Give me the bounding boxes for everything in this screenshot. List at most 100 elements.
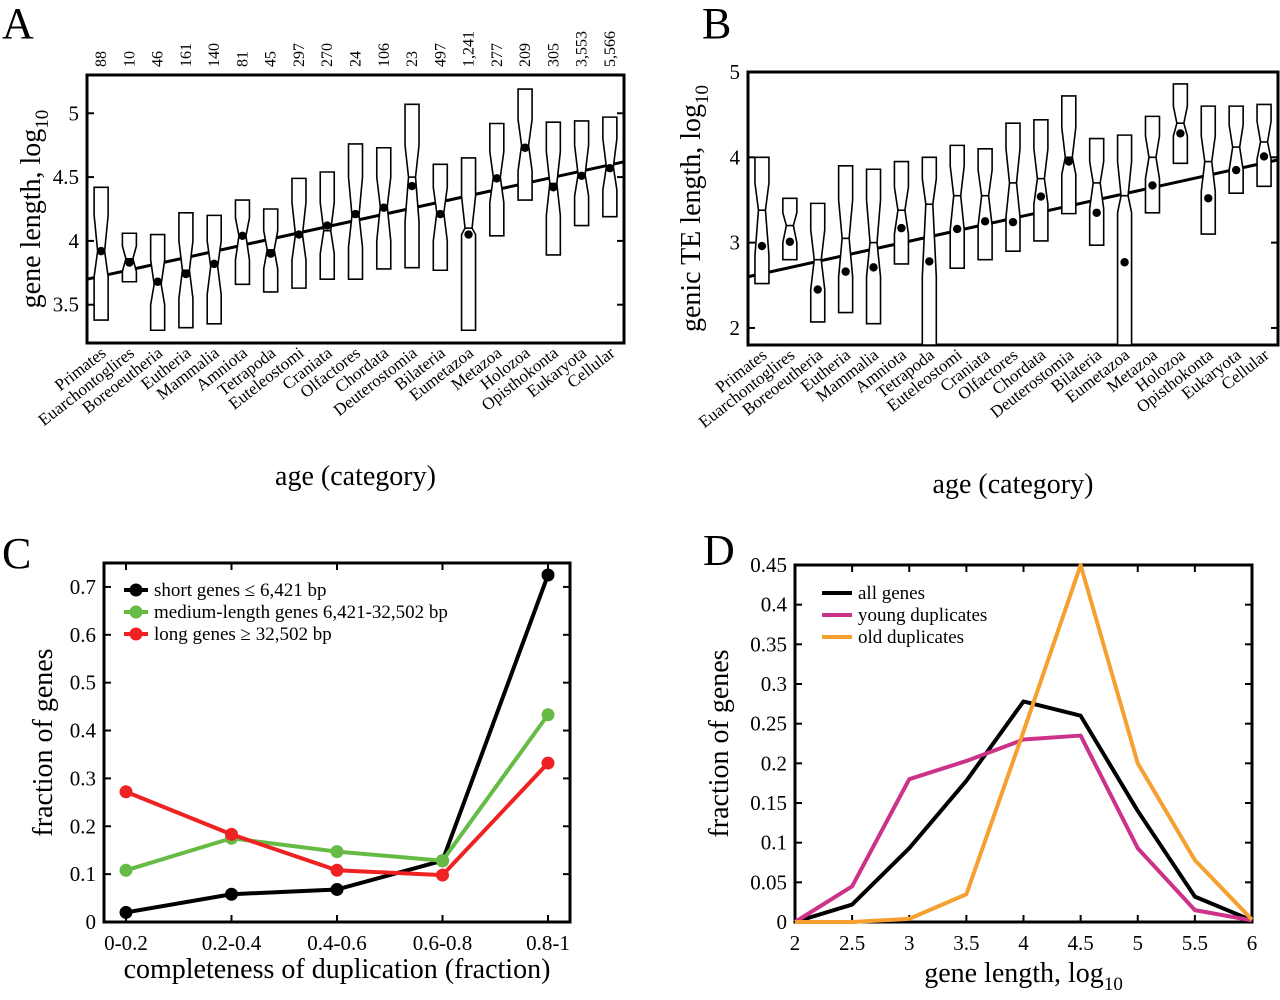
x-tick-label: 3.5	[953, 931, 979, 955]
gene-count-label: 106	[376, 43, 393, 67]
data-point	[119, 905, 133, 919]
mean-point	[1148, 181, 1157, 190]
box-olfactores	[1005, 122, 1021, 252]
gene-count-label: 81	[234, 51, 251, 67]
y-tick-label: 3.5	[53, 293, 79, 317]
box-craniata	[977, 147, 993, 261]
gene-count-label: 45	[263, 51, 280, 67]
gene-count-label: 270	[319, 43, 336, 67]
y-axis-title-main: gene length, log	[16, 129, 47, 309]
gene-count-label: 24	[348, 51, 365, 67]
legend-marker	[129, 605, 143, 619]
y-axis-title: fraction of genes	[28, 648, 59, 836]
mean-point	[323, 221, 332, 230]
mean-point	[1176, 129, 1185, 138]
x-axis-title: completeness of duplication (fraction)	[124, 954, 551, 985]
mean-point	[1008, 217, 1018, 227]
mean-point	[605, 163, 615, 173]
mean-point	[520, 143, 530, 152]
x-axis-title-main: gene length, log	[924, 958, 1104, 989]
y-tick-label: 4	[69, 229, 80, 253]
data-point	[330, 845, 344, 859]
mean-point	[351, 209, 360, 219]
data-point	[119, 785, 133, 799]
gene-count-label: 305	[545, 43, 562, 67]
legend-marker	[129, 583, 143, 597]
gene-count-label: 1,241	[461, 31, 478, 67]
y-tick-label: 0.6	[70, 623, 96, 647]
gene-count-label: 3,553	[574, 31, 591, 67]
legend-marker	[129, 627, 143, 641]
box-metazoa	[1144, 115, 1161, 214]
gene-count-label: 140	[206, 43, 223, 67]
box-tetrapoda	[921, 156, 938, 346]
box-euarchontoglires	[121, 232, 138, 283]
x-tick-label: 2	[790, 931, 801, 955]
box-deuterostomia	[1060, 95, 1077, 215]
mean-point	[577, 171, 586, 181]
data-point	[225, 827, 238, 841]
mean-point	[841, 267, 850, 276]
y-axis-title: fraction of genes	[704, 649, 735, 837]
panel-c: C 0 0.1 0.2 0.3 0.4 0.5 0.6 0.7 0-0.2 0.2-0.4 0.4-0…	[2, 529, 572, 985]
gene-count-label: 277	[489, 43, 506, 67]
data-point	[225, 887, 238, 901]
mean-point	[1120, 258, 1129, 267]
mean-point	[925, 257, 934, 266]
x-axis-title-subscript: 10	[1104, 974, 1123, 995]
mean-point	[266, 249, 275, 258]
box-primates	[754, 156, 770, 285]
x-tick-label: 6	[1247, 931, 1258, 955]
y-tick-label: 0.4	[761, 593, 788, 617]
data-point	[541, 568, 555, 582]
box-eumetazoa	[460, 157, 477, 332]
data-point	[541, 756, 555, 770]
legend-label: young duplicates	[858, 605, 987, 626]
legend-label: long genes ≥ 32,502 bp	[154, 624, 332, 645]
data-point	[436, 854, 449, 868]
mean-point	[153, 277, 162, 286]
legend-label: medium-length genes 6,421-32,502 bp	[154, 602, 448, 623]
box-boreoeutheria	[809, 202, 826, 323]
panel-letter: C	[2, 529, 31, 578]
x-tick-label: 5	[1133, 931, 1144, 955]
x-tick-label: 0.4-0.6	[307, 931, 367, 955]
mean-point	[1092, 208, 1101, 217]
y-tick-label: 0.7	[70, 575, 96, 599]
mean-point	[379, 203, 388, 212]
data-point	[119, 863, 133, 877]
data-point	[330, 863, 344, 877]
mean-point	[209, 259, 219, 269]
series-line	[794, 699, 1253, 924]
mean-point	[1036, 192, 1046, 201]
legend-label: old duplicates	[858, 627, 964, 648]
legend-label: short genes ≤ 6,421 bp	[154, 580, 326, 601]
legend-label: all genes	[858, 583, 925, 604]
y-tick-label: 4.5	[53, 165, 79, 189]
x-tick-label: 0.8-1	[526, 931, 570, 955]
plot-frame	[85, 73, 626, 345]
y-tick-label: 0.3	[70, 766, 96, 790]
mean-point	[436, 209, 445, 219]
box-mammalia	[206, 214, 222, 325]
y-tick-label: 5	[69, 101, 80, 125]
gene-count-label: 23	[404, 51, 421, 67]
mean-point	[294, 230, 304, 239]
data-point	[330, 882, 344, 896]
mean-point	[181, 269, 191, 279]
mean-point	[549, 183, 558, 192]
y-tick-label: 0.1	[761, 831, 787, 855]
gene-count-label: 297	[291, 43, 308, 67]
mean-point	[464, 230, 473, 239]
x-tick-label: 0.6-0.8	[413, 931, 473, 955]
mean-point	[953, 224, 962, 234]
series-line	[793, 733, 1253, 924]
x-tick-label: 3	[904, 931, 915, 955]
panel-a: A3.544.55PrimatesEuarchontogliresBoreoeu…	[2, 0, 626, 492]
y-tick-label: 0.2	[761, 751, 787, 775]
y-tick-label: 0.15	[750, 791, 787, 815]
y-tick-label: 0.5	[70, 671, 96, 695]
mean-point	[1064, 157, 1073, 166]
mean-point	[813, 285, 822, 294]
